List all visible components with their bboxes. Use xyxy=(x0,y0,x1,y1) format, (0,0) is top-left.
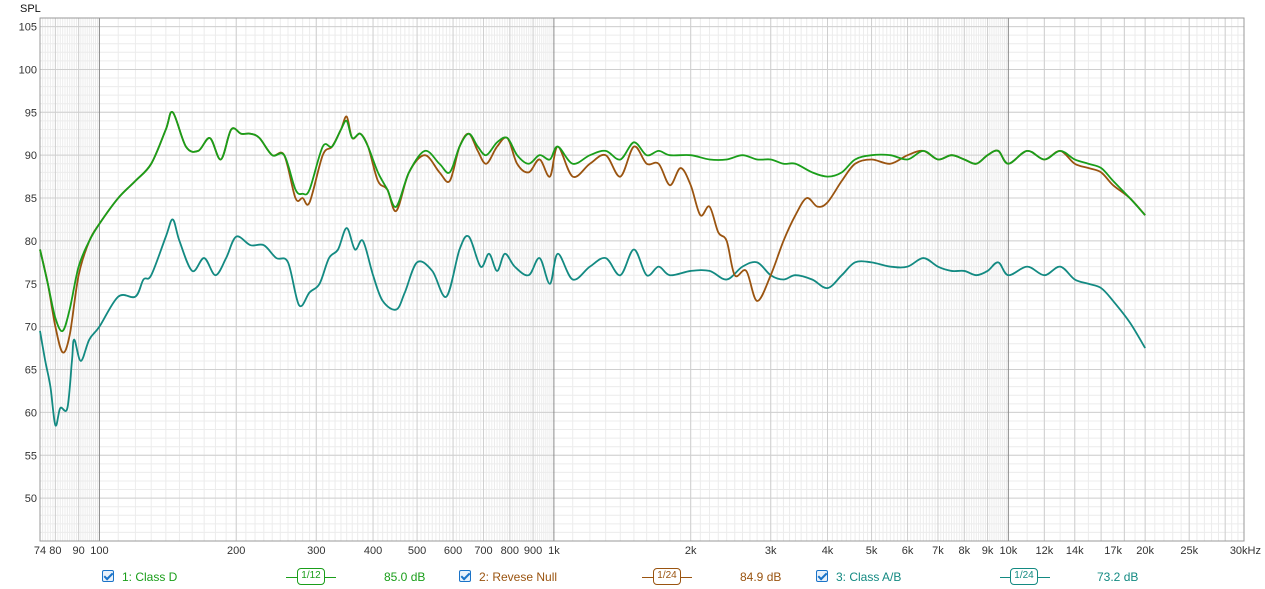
legend: 1: Class D 1/12 85.0 dB 2: Revese Null 1… xyxy=(0,566,1265,588)
chart-grid xyxy=(40,18,1244,541)
x-tick-label: 5k xyxy=(866,545,878,557)
x-tick-label: 80 xyxy=(49,545,61,557)
legend-level-1: 85.0 dB xyxy=(384,570,426,584)
x-tick-label: 500 xyxy=(408,545,426,557)
x-axis: 74 80 90 100 200 300 400 500 600 700 800 900 1k 2k 3k 4… xyxy=(34,545,1261,557)
x-tick-label: 900 xyxy=(524,545,542,557)
x-tick-label: 4k xyxy=(822,545,834,557)
y-axis: 105 100 95 90 85 80 75 70 65 60 55 50 xyxy=(19,22,37,506)
x-tick-label: 7k xyxy=(932,545,944,557)
x-tick-label: 20k xyxy=(1136,545,1154,557)
x-tick-label: 400 xyxy=(364,545,382,557)
series-line-3 xyxy=(39,218,1146,427)
x-tick-label: 600 xyxy=(444,545,462,557)
legend-checkbox-3[interactable] xyxy=(816,570,828,582)
y-tick-label: 75 xyxy=(25,279,37,291)
x-tick-label: 9k xyxy=(982,545,994,557)
x-tick-label: 25k xyxy=(1180,545,1198,557)
x-tick-label: 700 xyxy=(474,545,492,557)
smoothing-button-1[interactable]: 1/12 xyxy=(297,568,325,585)
x-tick-label: 30kHz xyxy=(1230,545,1261,557)
y-tick-label: 100 xyxy=(19,64,37,76)
x-tick-label: 3k xyxy=(765,545,777,557)
legend-level-2: 84.9 dB xyxy=(740,570,782,584)
y-tick-label: 55 xyxy=(25,450,37,462)
x-tick-label: 10k xyxy=(999,545,1017,557)
legend-label-2[interactable]: 2: Revese Null xyxy=(479,570,558,584)
x-tick-label: 2k xyxy=(685,545,697,557)
y-tick-label: 90 xyxy=(25,150,37,162)
x-tick-label: 200 xyxy=(227,545,245,557)
x-tick-label: 800 xyxy=(501,545,519,557)
y-tick-label: 85 xyxy=(25,193,37,205)
smoothing-button-3[interactable]: 1/24 xyxy=(1010,568,1038,585)
plot-frame xyxy=(39,17,1245,542)
legend-checkbox-2[interactable] xyxy=(459,570,471,582)
x-tick-label: 12k xyxy=(1035,545,1053,557)
x-tick-label: 1k xyxy=(548,545,560,557)
legend-level-3: 73.2 dB xyxy=(1097,570,1139,584)
x-tick-label: 74 xyxy=(34,545,46,557)
series-lines xyxy=(39,110,1146,427)
legend-label-3[interactable]: 3: Class A/B xyxy=(836,570,902,584)
smoothing-button-2[interactable]: 1/24 xyxy=(653,568,681,585)
legend-label-1[interactable]: 1: Class D xyxy=(122,570,178,584)
x-tick-label: 6k xyxy=(902,545,914,557)
y-tick-label: 65 xyxy=(25,365,37,377)
y-tick-label: 95 xyxy=(25,107,37,119)
legend-checkbox-1[interactable] xyxy=(102,570,114,582)
y-axis-label: SPL xyxy=(20,3,41,15)
y-tick-label: 70 xyxy=(25,322,37,334)
x-tick-label: 8k xyxy=(959,545,971,557)
y-tick-label: 50 xyxy=(25,493,37,505)
y-tick-label: 105 xyxy=(19,22,37,34)
x-tick-label: 300 xyxy=(307,545,325,557)
y-tick-label: 80 xyxy=(25,236,37,248)
y-tick-label: 60 xyxy=(25,407,37,419)
x-tick-label: 100 xyxy=(90,545,108,557)
x-tick-label: 17k xyxy=(1104,545,1122,557)
x-tick-label: 90 xyxy=(73,545,85,557)
x-tick-label: 14k xyxy=(1066,545,1084,557)
series-line-1 xyxy=(39,110,1146,333)
